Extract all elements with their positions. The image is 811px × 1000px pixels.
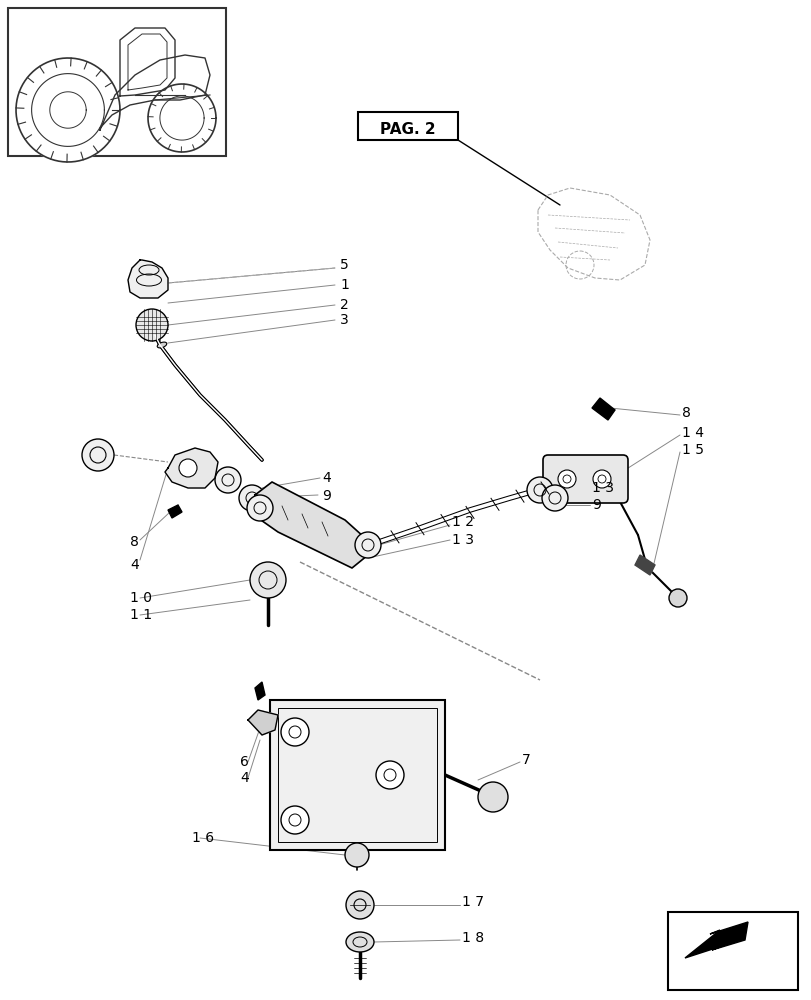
- Circle shape: [375, 761, 404, 789]
- Bar: [667, 912, 797, 990]
- Bar: [270, 700, 444, 850]
- FancyBboxPatch shape: [543, 455, 627, 503]
- Polygon shape: [128, 260, 168, 298]
- Text: 4: 4: [322, 471, 330, 485]
- Polygon shape: [251, 482, 367, 568]
- Text: 6: 6: [240, 755, 248, 769]
- Circle shape: [354, 532, 380, 558]
- Polygon shape: [120, 28, 175, 96]
- Circle shape: [250, 562, 285, 598]
- Circle shape: [247, 495, 272, 521]
- Circle shape: [215, 467, 241, 493]
- Text: 1 4: 1 4: [681, 426, 703, 440]
- Text: 8: 8: [130, 535, 139, 549]
- Circle shape: [345, 891, 374, 919]
- Text: 9: 9: [591, 498, 600, 512]
- Ellipse shape: [345, 932, 374, 952]
- Circle shape: [557, 470, 575, 488]
- Text: 1 0: 1 0: [130, 591, 152, 605]
- Polygon shape: [591, 398, 614, 420]
- Circle shape: [478, 782, 508, 812]
- Text: 4: 4: [130, 558, 139, 572]
- Text: 1 8: 1 8: [461, 931, 483, 945]
- Text: 5: 5: [340, 258, 348, 272]
- Circle shape: [178, 459, 197, 477]
- Circle shape: [526, 477, 552, 503]
- Bar: [277, 708, 436, 842]
- Polygon shape: [634, 555, 654, 575]
- Bar: [358, 112, 457, 140]
- Text: 1 7: 1 7: [461, 895, 483, 909]
- Text: 1 3: 1 3: [452, 533, 474, 547]
- Polygon shape: [148, 84, 216, 152]
- Polygon shape: [165, 448, 217, 488]
- Circle shape: [541, 485, 568, 511]
- Text: 9: 9: [322, 489, 330, 503]
- Polygon shape: [684, 922, 747, 958]
- Circle shape: [668, 589, 686, 607]
- Text: 4: 4: [240, 771, 248, 785]
- Text: 1 3: 1 3: [591, 481, 613, 495]
- Polygon shape: [100, 55, 210, 130]
- Circle shape: [281, 718, 309, 746]
- Circle shape: [345, 843, 368, 867]
- Circle shape: [82, 439, 114, 471]
- Bar: [8, 8, 225, 156]
- Text: 8: 8: [681, 406, 690, 420]
- Polygon shape: [247, 710, 277, 735]
- Circle shape: [592, 470, 610, 488]
- Text: 1 1: 1 1: [130, 608, 152, 622]
- Text: 1 6: 1 6: [191, 831, 214, 845]
- Circle shape: [135, 309, 168, 341]
- Text: 1: 1: [340, 278, 349, 292]
- Text: 3: 3: [340, 313, 348, 327]
- Circle shape: [238, 485, 264, 511]
- Ellipse shape: [157, 342, 166, 348]
- Text: 1 2: 1 2: [452, 515, 474, 529]
- Text: PAG. 2: PAG. 2: [380, 122, 436, 137]
- Circle shape: [281, 806, 309, 834]
- Text: 1 5: 1 5: [681, 443, 703, 457]
- Polygon shape: [16, 58, 120, 162]
- Polygon shape: [168, 505, 182, 518]
- Polygon shape: [255, 682, 264, 700]
- Text: 7: 7: [521, 753, 530, 767]
- Text: 2: 2: [340, 298, 348, 312]
